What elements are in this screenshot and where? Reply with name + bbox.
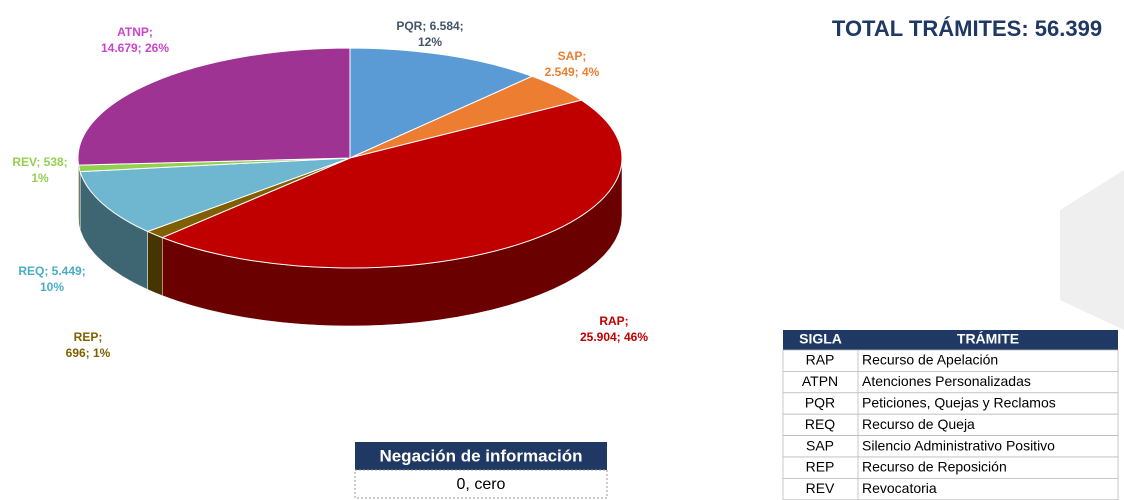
data-label: PQR; 6.584;	[396, 19, 463, 33]
sigla-code: REV	[806, 480, 835, 496]
sigla-name: Recurso de Queja	[862, 416, 975, 432]
sigla-code: RAP	[806, 352, 835, 368]
sigla-code: REP	[806, 459, 835, 475]
sigla-name: Revocatoria	[862, 480, 937, 496]
slice	[349, 47, 534, 159]
data-label: ATNP;	[117, 25, 153, 39]
negacion-header: Negación de información	[379, 446, 582, 465]
data-label: 10%	[40, 280, 64, 294]
pie-chart: PQR; 6.584; 12% SAP; 2.549; 4% RAP; 25.904; 4…	[12, 19, 648, 360]
sigla-name: Silencio Administrativo Positivo	[862, 437, 1055, 453]
negacion-header-bg	[355, 442, 607, 470]
sigla-code: SAP	[806, 437, 834, 453]
negacion-value: 0, cero	[457, 476, 506, 493]
data-label: 696; 1%	[66, 346, 111, 360]
data-label: 14.679; 26%	[101, 41, 169, 55]
slice-side	[147, 231, 163, 296]
sigla-table: SIGLA TRÁMITE RAP Recurso de Apelación ATPN A…	[782, 330, 1119, 500]
sigla-code: ATPN	[802, 373, 838, 389]
data-label: REV; 538;	[12, 155, 67, 169]
sigla-col-header: TRÁMITE	[957, 331, 1019, 347]
negacion-table: Negación de información 0, cero	[354, 442, 608, 499]
sigla-name: Recurso de Apelación	[862, 352, 998, 368]
negacion-cell	[354, 469, 608, 499]
data-label: 1%	[31, 171, 49, 185]
data-label: 25.904; 46%	[580, 330, 648, 344]
data-label: REP;	[74, 330, 103, 344]
sigla-name: Atenciones Personalizadas	[862, 373, 1031, 389]
sigla-header-bg	[783, 330, 1118, 350]
slice	[79, 157, 351, 233]
data-label: 12%	[418, 35, 442, 49]
data-label: 2.549; 4%	[545, 65, 600, 79]
sigla-name: Recurso de Reposición	[862, 459, 1007, 475]
data-label: SAP;	[558, 49, 587, 63]
data-label: REQ; 5.449;	[18, 264, 85, 278]
sigla-code: PQR	[805, 395, 835, 411]
slice	[77, 47, 351, 166]
decor-shape	[1060, 170, 1124, 330]
sigla-col-header: SIGLA	[799, 331, 842, 347]
sigla-code: REQ	[805, 416, 835, 432]
sigla-name: Peticiones, Quejas y Reclamos	[862, 395, 1056, 411]
data-label: RAP;	[599, 314, 628, 328]
slice-side	[77, 157, 79, 224]
total-title: TOTAL TRÁMITES: 56.399	[832, 16, 1102, 41]
slice	[160, 99, 623, 269]
